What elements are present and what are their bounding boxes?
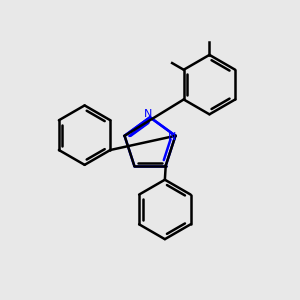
Text: N: N	[144, 109, 153, 119]
Text: N: N	[168, 132, 177, 142]
